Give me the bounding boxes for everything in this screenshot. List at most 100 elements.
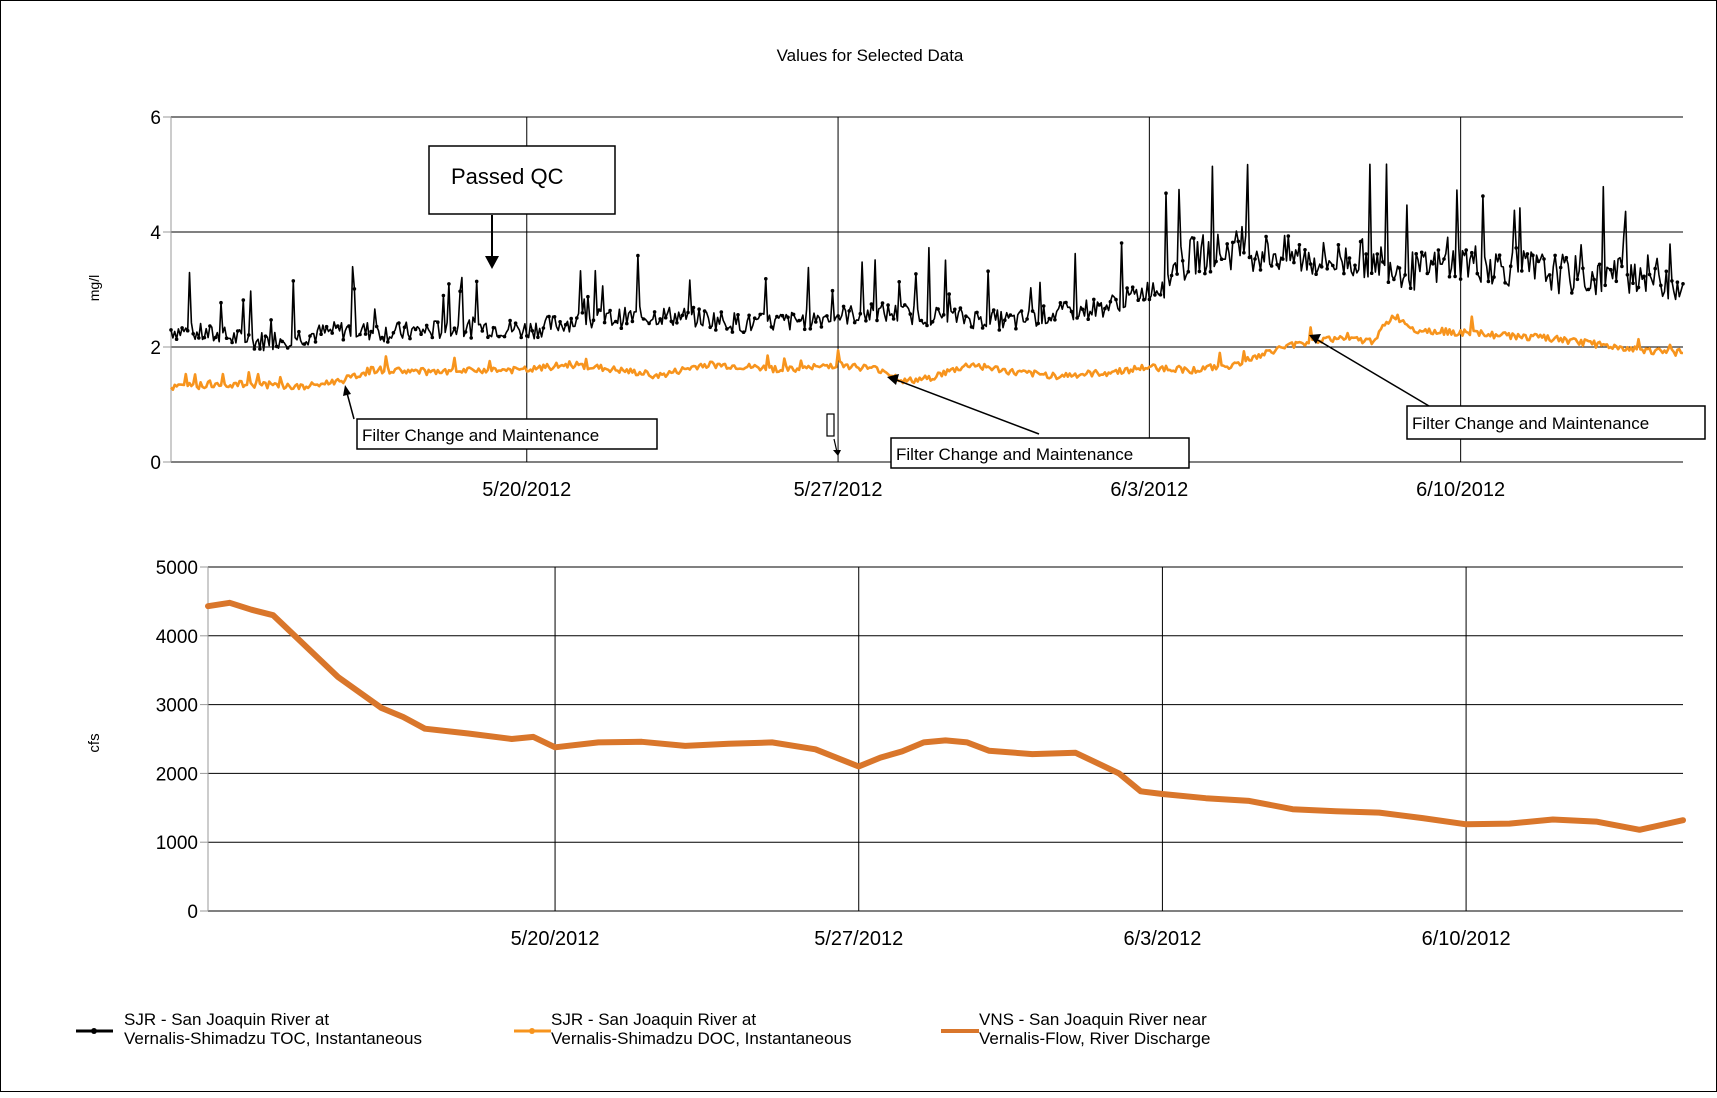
data-point [1342, 271, 1346, 276]
data-point [1408, 286, 1413, 291]
data-point [1447, 274, 1452, 279]
data-point [1414, 252, 1418, 256]
data-point [991, 308, 996, 312]
data-point [1670, 279, 1674, 283]
data-point [914, 272, 918, 276]
marker-arrow [833, 438, 838, 453]
legend-label-line2: Vernalis-Flow, River Discharge [979, 1029, 1210, 1048]
data-point [930, 320, 935, 324]
data-point [1108, 299, 1113, 304]
annotation-text: Filter Change and Maintenance [1412, 414, 1649, 433]
data-point [536, 335, 540, 340]
arrowhead-icon [887, 374, 899, 385]
data-point [1392, 277, 1396, 282]
data-point [1264, 234, 1268, 239]
annotation-arrow [346, 392, 355, 420]
data-point [458, 289, 462, 294]
data-point [291, 279, 296, 283]
arrowhead-icon [1309, 334, 1321, 344]
data-point [1542, 257, 1546, 261]
data-point [1203, 271, 1207, 276]
legend-item-flow: VNS - San Joaquin River near Vernalis-Fl… [941, 1010, 1210, 1048]
data-point [802, 327, 807, 332]
data-point [363, 332, 368, 336]
data-point [1219, 257, 1224, 262]
data-point [402, 325, 407, 330]
data-point [174, 337, 179, 342]
legend-label-line1: SJR - San Joaquin River at [551, 1010, 756, 1029]
data-point [1458, 277, 1463, 281]
data-point [1136, 298, 1140, 303]
data-point [880, 301, 885, 305]
annotation-text: Filter Change and Maintenance [362, 426, 599, 445]
annotation-arrow [1315, 338, 1430, 407]
y-tick-label: 0 [150, 453, 161, 474]
x-tick-label: 6/3/2012 [1123, 928, 1201, 950]
data-point [1575, 277, 1580, 282]
data-point [964, 314, 968, 319]
data-point [1664, 269, 1669, 274]
data-point [447, 282, 451, 286]
data-point [1041, 304, 1046, 308]
data-point [886, 303, 890, 307]
data-point [1525, 252, 1530, 256]
data-point [691, 305, 696, 310]
data-point [380, 335, 385, 340]
data-point [1103, 306, 1107, 311]
data-point [1308, 262, 1313, 266]
data-point [502, 334, 507, 339]
x-tick-label: 6/10/2012 [1422, 928, 1511, 950]
data-point [1475, 271, 1480, 276]
data-point [1303, 248, 1307, 252]
y-tick-label: 4 [150, 223, 161, 244]
data-point [1147, 297, 1152, 302]
data-point [586, 294, 590, 299]
data-point [258, 347, 262, 351]
series-line-flow [205, 599, 1686, 833]
data-point [663, 315, 668, 320]
data-point [858, 311, 863, 316]
data-point [1114, 297, 1118, 302]
data-point [1014, 326, 1018, 331]
data-point [497, 334, 501, 339]
data-point [1214, 259, 1218, 264]
data-point [1636, 285, 1641, 290]
data-point [330, 331, 335, 335]
data-point [1169, 273, 1174, 278]
data-point [1331, 263, 1335, 268]
data-point [1058, 301, 1063, 305]
data-point [725, 327, 729, 331]
data-point [1347, 256, 1352, 260]
data-point [274, 344, 279, 349]
data-point [580, 311, 585, 315]
data-point [686, 310, 690, 315]
data-point [413, 327, 418, 332]
data-point [1553, 253, 1557, 258]
data-point [1164, 191, 1168, 195]
data-point [1292, 260, 1296, 265]
annotation-box [356, 418, 658, 450]
data-point [675, 321, 679, 325]
data-point [1153, 293, 1157, 297]
data-point [208, 324, 212, 328]
data-point [252, 347, 257, 351]
data-point [1208, 269, 1213, 274]
data-point [1358, 239, 1363, 244]
bottom-panel: cfs 0 1000 2000 3000 4000 5000 5/20/2012 5/27/2… [86, 558, 1686, 950]
x-tick-label: 5/27/2012 [794, 479, 883, 501]
data-point [336, 324, 340, 328]
data-point [1192, 236, 1196, 241]
data-point [1453, 274, 1457, 279]
annotation-arrow [893, 378, 1040, 435]
data-point [1614, 279, 1619, 284]
data-point [613, 319, 618, 324]
data-point [1431, 262, 1435, 266]
data-point [736, 313, 740, 317]
data-point [680, 313, 685, 318]
data-point [469, 336, 474, 340]
data-point [1030, 309, 1035, 313]
data-point [1253, 257, 1257, 261]
data-point [1581, 266, 1585, 271]
data-point [1369, 271, 1374, 276]
data-point [908, 312, 913, 316]
